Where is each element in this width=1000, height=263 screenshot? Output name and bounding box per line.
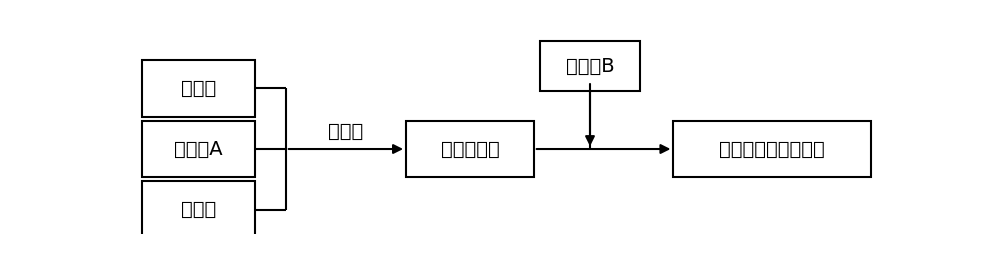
Text: 羟基硫酸镍: 羟基硫酸镍 (440, 139, 499, 159)
Text: 金属盐A: 金属盐A (174, 139, 223, 159)
FancyBboxPatch shape (142, 60, 255, 117)
Text: 镍基底: 镍基底 (181, 79, 216, 98)
Text: 溶剂热: 溶剂热 (328, 122, 364, 141)
Text: 复合纳米结构催化剂: 复合纳米结构催化剂 (719, 139, 825, 159)
Text: 硫酸盐: 硫酸盐 (181, 200, 216, 219)
FancyBboxPatch shape (540, 41, 640, 91)
FancyBboxPatch shape (406, 121, 534, 177)
FancyBboxPatch shape (142, 121, 255, 177)
FancyBboxPatch shape (673, 121, 871, 177)
FancyBboxPatch shape (142, 181, 255, 238)
Text: 金属盐B: 金属盐B (566, 57, 614, 75)
